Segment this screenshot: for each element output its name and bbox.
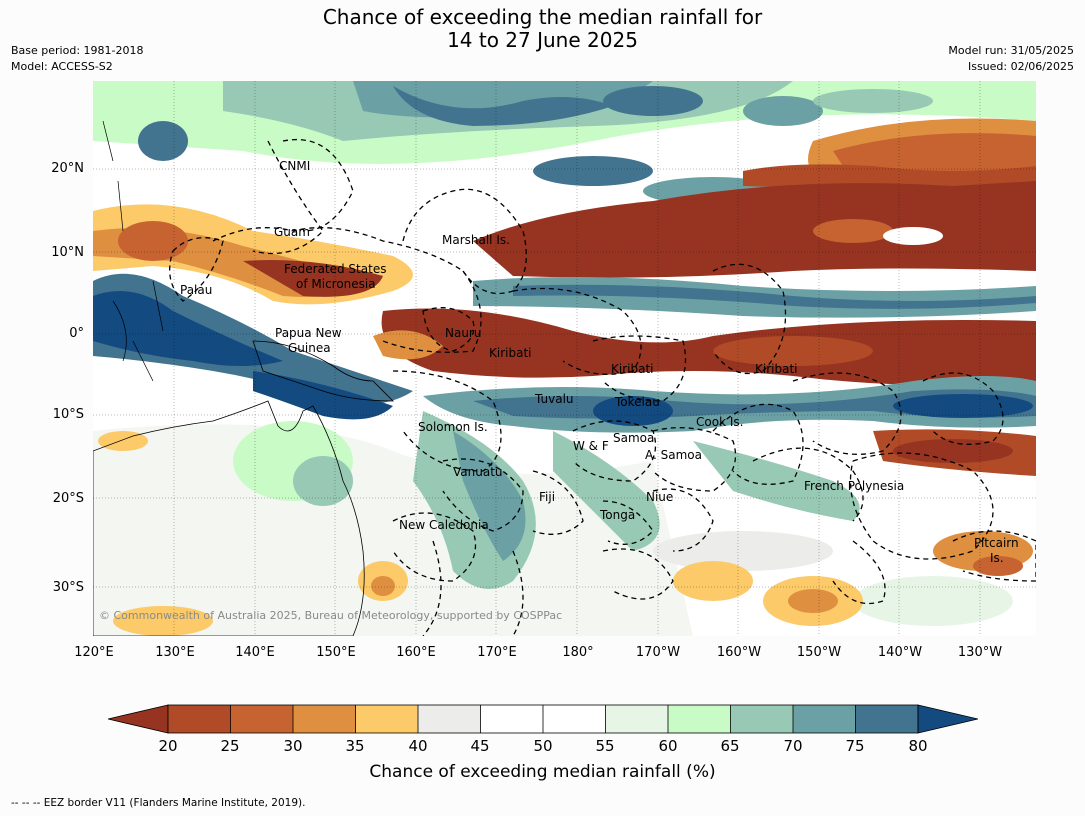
issued-date: Issued: 02/06/2025 bbox=[967, 60, 1074, 73]
region-label-american-samoa: A. Samoa bbox=[645, 448, 702, 462]
colorbar-tick-75: 75 bbox=[845, 737, 865, 755]
colorbar-35-40 bbox=[355, 705, 418, 733]
lon-label-130e: 130°E bbox=[155, 645, 195, 660]
region-label-guam: Guam bbox=[274, 225, 310, 239]
lat-label-0: 0° bbox=[69, 326, 84, 341]
region-label-vanuatu: Vanuatu bbox=[453, 465, 503, 479]
region-label-fsm-line1: Federated States bbox=[284, 262, 387, 276]
lon-label-160e: 160°E bbox=[396, 645, 436, 660]
colorbar-tick-50: 50 bbox=[533, 737, 553, 755]
map-canvas bbox=[93, 81, 1036, 636]
region-label-png-line2: Guinea bbox=[288, 341, 331, 355]
colorbar-50-55 bbox=[543, 705, 606, 733]
lon-label-140w: 140°W bbox=[877, 645, 923, 660]
colorbar-40-45 bbox=[418, 705, 481, 733]
region-label-kiribati-central: Kiribati bbox=[611, 362, 654, 376]
region-label-kiribati-west: Kiribati bbox=[489, 346, 532, 360]
lon-label-140e: 140°E bbox=[235, 645, 275, 660]
region-label-tuvalu: Tuvalu bbox=[535, 392, 574, 406]
model-run: Model run: 31/05/2025 bbox=[948, 44, 1074, 57]
colorbar-tick-30: 30 bbox=[283, 737, 303, 755]
map-title: Chance of exceeding the median rainfall … bbox=[0, 6, 1085, 52]
colorbar-tick-55: 55 bbox=[595, 737, 615, 755]
colorbar-70-75 bbox=[793, 705, 856, 733]
lon-label-150w: 150°W bbox=[796, 645, 842, 660]
colorbar-tick-45: 45 bbox=[470, 737, 490, 755]
region-label-tonga: Tonga bbox=[600, 508, 636, 522]
title-line-1: Chance of exceeding the median rainfall … bbox=[322, 5, 763, 29]
region-label-samoa: Samoa bbox=[613, 431, 655, 445]
colorbar-tick-80: 80 bbox=[908, 737, 928, 755]
title-line-2: 14 to 27 June 2025 bbox=[447, 28, 638, 52]
region-label-pitcairn-line1: Pitcairn bbox=[974, 536, 1019, 550]
colorbar-above-80 bbox=[917, 704, 978, 734]
colorbar-25-30 bbox=[230, 705, 293, 733]
lon-label-170w: 170°W bbox=[635, 645, 681, 660]
region-label-kiribati-east: Kiribati bbox=[755, 362, 798, 376]
region-label-wallis-futuna: W & F bbox=[573, 439, 609, 453]
region-label-cook-islands: Cook Is. bbox=[696, 415, 744, 429]
meta-right: Model run: 31/05/2025 Issued: 02/06/2025 bbox=[948, 43, 1074, 75]
colorbar-20-25 bbox=[168, 705, 231, 733]
lat-label-20n: 20°N bbox=[51, 161, 84, 176]
region-label-french-polynesia: French Polynesia bbox=[804, 479, 905, 493]
colorbar-45-50 bbox=[480, 705, 543, 733]
region-label-pitcairn-line2: Is. bbox=[990, 551, 1004, 565]
lon-label-180: 180° bbox=[562, 645, 594, 660]
colorbar-tick-35: 35 bbox=[345, 737, 365, 755]
meta-left: Base period: 1981-2018 Model: ACCESS-S2 bbox=[11, 43, 143, 75]
eez-border-legend: -- -- -- EEZ border V11 (Flanders Marine… bbox=[11, 797, 306, 809]
lat-label-10n: 10°N bbox=[51, 245, 84, 260]
colorbar-tick-70: 70 bbox=[783, 737, 803, 755]
region-label-nauru: Nauru bbox=[445, 326, 482, 340]
colorbar-30-35 bbox=[293, 705, 356, 733]
lon-label-150e: 150°E bbox=[316, 645, 356, 660]
region-label-niue: Niue bbox=[646, 490, 674, 504]
colorbar-60-65 bbox=[668, 705, 731, 733]
region-label-png-line1: Papua New bbox=[275, 326, 342, 340]
copyright-notice: © Commonwealth of Australia 2025, Bureau… bbox=[99, 609, 563, 622]
lat-label-30s: 30°S bbox=[52, 580, 84, 595]
colorbar-tick-60: 60 bbox=[658, 737, 678, 755]
lat-label-20s: 20°S bbox=[52, 491, 84, 506]
rainfall-map: CNMI Guam Marshall Is. Federated States … bbox=[93, 81, 1036, 636]
colorbar-tick-65: 65 bbox=[720, 737, 740, 755]
region-label-tokelau: Tokelau bbox=[615, 395, 660, 409]
lon-label-170e: 170°E bbox=[477, 645, 517, 660]
colorbar-below-20 bbox=[108, 704, 169, 734]
base-period: Base period: 1981-2018 bbox=[11, 44, 144, 57]
lat-label-10s: 10°S bbox=[52, 407, 84, 422]
colorbar-tick-25: 25 bbox=[220, 737, 240, 755]
region-label-marshall-islands: Marshall Is. bbox=[442, 233, 510, 247]
lon-label-160w: 160°W bbox=[716, 645, 762, 660]
colorbar-65-70 bbox=[730, 705, 793, 733]
colorbar-tick-40: 40 bbox=[408, 737, 428, 755]
model-name: Model: ACCESS-S2 bbox=[11, 60, 113, 73]
lon-label-120e: 120°E bbox=[74, 645, 114, 660]
colorbar-tick-20: 20 bbox=[158, 737, 178, 755]
colorbar-75-80 bbox=[855, 705, 918, 733]
region-label-solomon-islands: Solomon Is. bbox=[418, 420, 488, 434]
colorbar bbox=[108, 704, 978, 734]
colorbar-title: Chance of exceeding median rainfall (%) bbox=[369, 762, 716, 782]
region-label-cnmi: CNMI bbox=[279, 159, 311, 173]
region-label-palau: Palau bbox=[180, 283, 213, 297]
region-label-new-caledonia: New Caledonia bbox=[399, 518, 489, 532]
region-label-fiji: Fiji bbox=[539, 490, 556, 504]
lon-label-130w: 130°W bbox=[957, 645, 1003, 660]
colorbar-55-60 bbox=[605, 705, 668, 733]
region-label-fsm-line2: of Micronesia bbox=[296, 277, 376, 291]
